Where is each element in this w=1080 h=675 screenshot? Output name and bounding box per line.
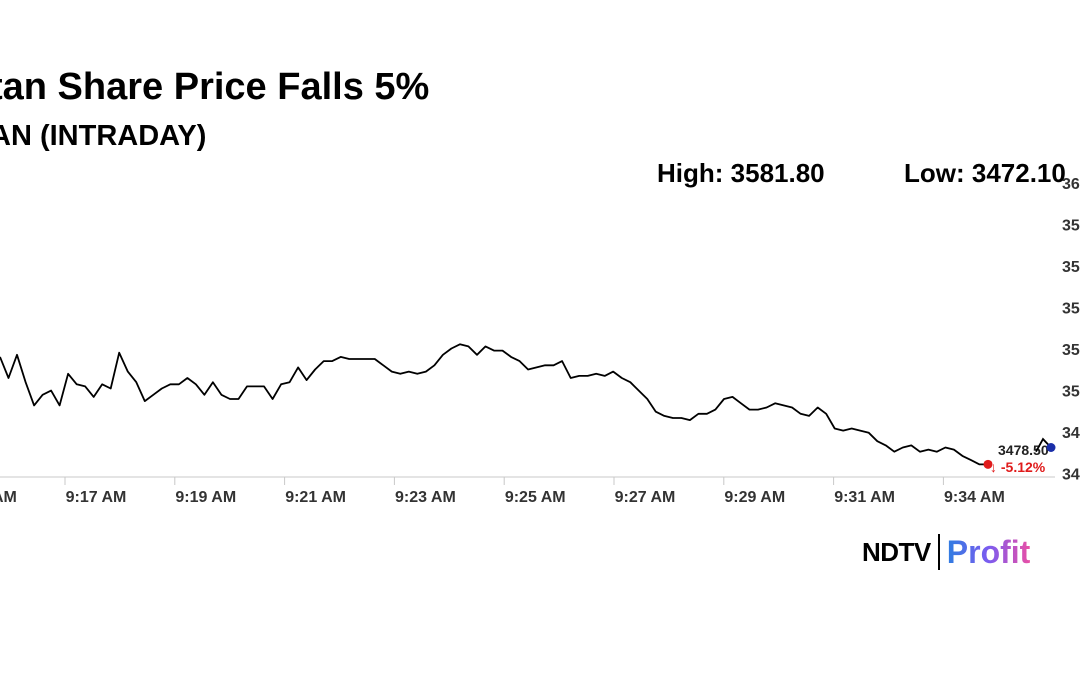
- x-tick-labels: AM 9:17 AM 9:19 AM 9:21 AM 9:23 AM 9:25 AM 9:2…: [0, 489, 1005, 506]
- last-price-point: [983, 459, 993, 469]
- logo-profit-text: Profit: [946, 533, 1031, 570]
- x-tick-label: 9:19 AM: [175, 489, 236, 506]
- y-tick-label: 36: [1062, 176, 1080, 193]
- y-tick-label: 35: [1062, 218, 1080, 235]
- x-tick-marks: [64, 477, 944, 485]
- current-price-point: [1046, 443, 1056, 452]
- x-tick-label: 9:23 AM: [395, 489, 456, 506]
- last-price-label: 3478.50: [998, 442, 1049, 458]
- x-tick-label: 9:27 AM: [615, 489, 676, 506]
- x-tick-label: 9:31 AM: [834, 489, 895, 506]
- y-tick-label: 35: [1062, 259, 1080, 276]
- y-tick-label: 35: [1062, 301, 1080, 318]
- y-tick-label: 34: [1062, 467, 1080, 484]
- low-stat: Low: 3472.10: [904, 158, 1066, 188]
- x-tick-label: 9:25 AM: [505, 489, 566, 506]
- chart-subtitle: AN (INTRADAY): [0, 120, 207, 152]
- x-tick-label: 9:34 AM: [944, 489, 1005, 506]
- y-tick-labels: 36 35 35 35 35 35 34 34: [1062, 176, 1080, 484]
- x-tick-label: 9:17 AM: [66, 489, 127, 506]
- price-series-line: [0, 343, 988, 466]
- change-percent-label: ↓ -5.12%: [990, 459, 1046, 475]
- logo-ndtv-text: NDTV: [862, 536, 931, 567]
- ndtv-profit-logo: NDTV Profit: [862, 532, 1030, 572]
- x-tick-label: 9:29 AM: [724, 489, 785, 506]
- x-tick-label: 9:21 AM: [285, 489, 346, 506]
- logo-divider: [937, 534, 940, 570]
- y-tick-label: 35: [1062, 342, 1080, 359]
- chart-title: tan Share Price Falls 5%: [0, 66, 430, 108]
- y-tick-label: 35: [1062, 384, 1080, 401]
- high-stat: High: 3581.80: [657, 158, 825, 188]
- y-tick-label: 34: [1062, 425, 1080, 442]
- x-tick-label: AM: [0, 489, 17, 506]
